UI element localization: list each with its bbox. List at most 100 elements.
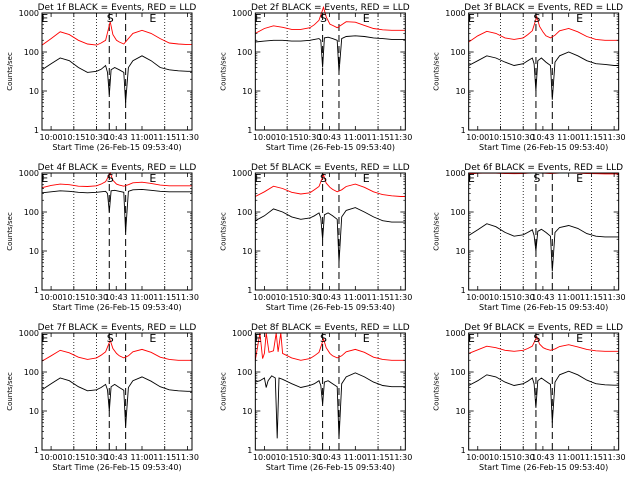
x-tick-label: 10:15 [62, 293, 85, 302]
y-tick-label: 10 [455, 247, 465, 256]
x-tick-label: 11:30 [176, 453, 199, 462]
series-line-events [468, 370, 619, 423]
y-tick-label: 100 [237, 368, 252, 377]
x-tick-label: 10:43 [105, 293, 128, 302]
plot-frame [41, 12, 193, 131]
y-tick-label: 1 [34, 446, 39, 455]
y-tick-label: 10 [242, 87, 252, 96]
panel-title: Det 2f BLACK = Events, RED = LLD [251, 3, 410, 13]
series-line-events [41, 188, 192, 233]
plot-frame [41, 332, 193, 451]
y-tick-label: 100 [450, 368, 465, 377]
y-tick-label: 100 [237, 48, 252, 57]
x-tick-label: 10:30 [512, 453, 535, 462]
interval-marker-e: E [41, 12, 48, 25]
y-tick-label: 10 [455, 87, 465, 96]
series-line-events [468, 51, 619, 100]
y-tick-label: 1000 [232, 9, 252, 18]
x-tick-label: 11:15 [580, 293, 603, 302]
panel-title: Det 1f BLACK = Events, RED = LLD [38, 3, 197, 13]
y-tick-label: 10 [29, 87, 39, 96]
interval-marker-e: E [468, 12, 475, 25]
y-axis-label: Counts/sec [6, 52, 14, 91]
x-tick-label: 10:15 [276, 133, 299, 142]
interval-marker-e: E [468, 172, 475, 185]
x-tick-label: 10:00 [466, 133, 489, 142]
x-tick-label: 10:00 [253, 293, 276, 302]
x-tick-label: 10:43 [318, 293, 341, 302]
interval-marker-s: S [533, 12, 540, 25]
panel-title: Det 9f BLACK = Events, RED = LLD [464, 323, 623, 333]
y-tick-label: 1000 [445, 329, 465, 338]
interval-marker-e: E [363, 332, 370, 345]
x-tick-label: 10:43 [318, 453, 341, 462]
y-tick-label: 1000 [445, 169, 465, 178]
interval-marker-e: E [255, 12, 262, 25]
x-tick-label: 10:15 [489, 453, 512, 462]
series-line-lld [41, 21, 192, 46]
series-line-events [468, 223, 619, 272]
y-tick-label: 1 [247, 286, 252, 295]
x-tick-label: 11:30 [389, 453, 412, 462]
y-tick-label: 10 [242, 247, 252, 256]
y-tick-label: 10 [242, 407, 252, 416]
y-tick-label: 1000 [19, 329, 39, 338]
x-tick-label: 10:15 [489, 133, 512, 142]
x-tick-label: 10:00 [40, 453, 63, 462]
y-tick-label: 1000 [19, 169, 39, 178]
interval-marker-s: S [107, 12, 114, 25]
plot-frame [254, 172, 406, 291]
y-tick-label: 1 [461, 126, 466, 135]
plot-frame [41, 172, 193, 291]
series-line-events [255, 35, 406, 73]
x-tick-label: 11:00 [557, 453, 580, 462]
x-tick-label: 10:30 [298, 133, 321, 142]
x-tick-label: 10:00 [40, 293, 63, 302]
y-tick-label: 100 [24, 48, 39, 57]
y-axis-label: Counts/sec [219, 372, 227, 411]
plot-frame [254, 12, 406, 131]
x-tick-label: 11:30 [176, 133, 199, 142]
x-tick-label: 10:15 [276, 453, 299, 462]
x-axis-label: Start Time (26-Feb-15 09:53:40) [479, 463, 608, 472]
x-tick-label: 11:15 [153, 453, 176, 462]
y-tick-label: 1 [34, 126, 39, 135]
x-tick-label: 10:43 [531, 133, 554, 142]
interval-marker-e: E [576, 172, 583, 185]
x-tick-label: 10:43 [318, 133, 341, 142]
y-tick-label: 1 [247, 446, 252, 455]
series-line-lld [468, 15, 619, 43]
interval-marker-e: E [41, 172, 48, 185]
panel-title: Det 3f BLACK = Events, RED = LLD [464, 3, 623, 13]
x-axis-label: Start Time (26-Feb-15 09:53:40) [479, 303, 608, 312]
panel-title: Det 7f BLACK = Events, RED = LLD [38, 323, 197, 333]
y-tick-label: 100 [450, 208, 465, 217]
interval-marker-e: E [149, 172, 156, 185]
x-tick-label: 11:30 [603, 293, 626, 302]
interval-marker-e: E [468, 332, 475, 345]
x-tick-label: 10:43 [105, 453, 128, 462]
x-tick-label: 10:15 [62, 453, 85, 462]
x-tick-label: 10:30 [512, 133, 535, 142]
x-tick-label: 11:00 [344, 453, 367, 462]
plot-frame [254, 332, 406, 451]
interval-marker-s: S [320, 172, 327, 185]
plot-frame [468, 12, 620, 131]
y-tick-label: 1 [34, 286, 39, 295]
x-tick-label: 11:00 [344, 293, 367, 302]
y-tick-label: 100 [450, 48, 465, 57]
interval-marker-s: S [107, 332, 114, 345]
y-tick-label: 10 [455, 407, 465, 416]
interval-marker-e: E [149, 332, 156, 345]
series-line-lld [255, 5, 406, 34]
x-tick-label: 10:15 [489, 293, 512, 302]
y-tick-label: 1 [247, 126, 252, 135]
